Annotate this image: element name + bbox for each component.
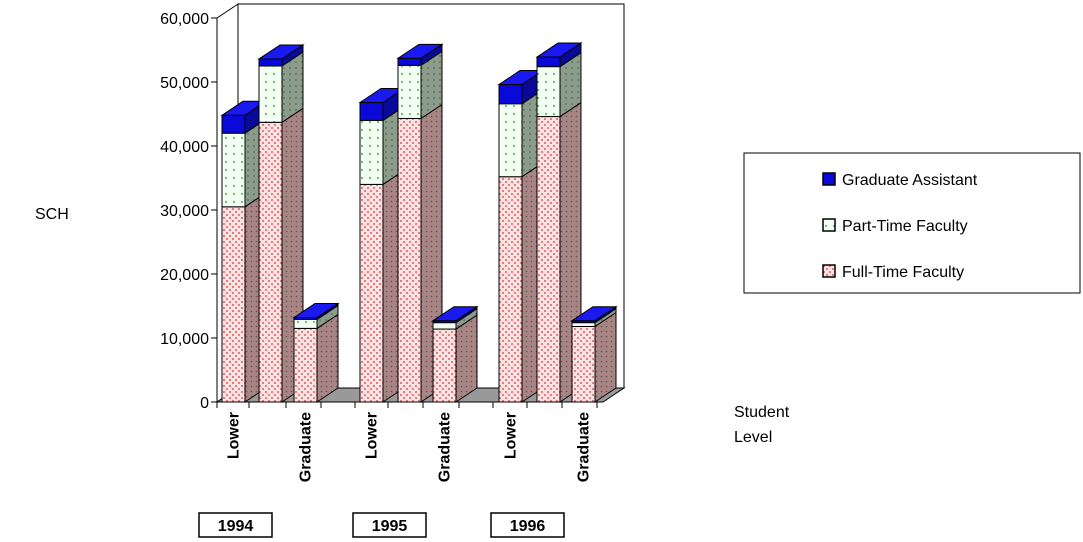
bar-top-graduate-assistant	[535, 42, 583, 58]
bar-part-time-faculty	[498, 103, 523, 178]
bar-stack	[497, 69, 545, 403]
bar-full-time-faculty	[359, 183, 384, 403]
x-tick-label: Lower	[226, 412, 243, 459]
bar-graduate-assistant	[498, 84, 523, 105]
bar-top-graduate-assistant	[257, 44, 305, 60]
year-label: 1994	[218, 518, 254, 535]
bar-full-time-faculty	[571, 325, 596, 403]
legend-swatch	[822, 172, 836, 186]
legend-swatch	[822, 264, 836, 278]
x-tick-label: Graduate	[437, 412, 454, 482]
bar-full-time-faculty	[397, 117, 422, 403]
bar-part-time-faculty	[293, 318, 318, 329]
bar-side-full-time-faculty	[316, 313, 339, 403]
legend-label: Full-Time Faculty	[842, 264, 964, 281]
bar-full-time-faculty	[258, 121, 283, 403]
bar-top-graduate-assistant	[431, 306, 479, 322]
bar-part-time-faculty	[359, 119, 384, 185]
legend-label: Graduate Assistant	[842, 172, 978, 189]
y-axis-title: SCH	[35, 206, 69, 223]
bar-stack	[570, 305, 618, 403]
y-tick-label: 50,000	[160, 75, 209, 92]
y-tick-label: 20,000	[160, 267, 209, 284]
bar-graduate-assistant	[536, 56, 561, 68]
x-tick-label: Graduate	[298, 412, 315, 482]
x-tick-label: Lower	[503, 412, 520, 459]
bar-full-time-faculty	[221, 206, 246, 403]
bar-stack	[431, 305, 479, 403]
x-axis-title: Level	[734, 429, 772, 446]
bar-part-time-faculty	[571, 322, 596, 327]
bar-part-time-faculty	[432, 322, 457, 330]
y-tick-label: 10,000	[160, 331, 209, 348]
y-tick-label: 60,000	[160, 11, 209, 28]
y-tick-label: 30,000	[160, 203, 209, 220]
bar-full-time-faculty	[498, 176, 523, 403]
x-tick-label: Graduate	[576, 412, 593, 482]
bar-stack	[292, 302, 340, 403]
bar-stack	[535, 42, 583, 403]
bar-part-time-faculty	[397, 64, 422, 119]
year-box	[490, 512, 565, 538]
legend-swatch	[822, 218, 836, 232]
bar-graduate-assistant	[397, 57, 422, 66]
legend-label: Part-Time Faculty	[842, 218, 968, 235]
bar-side-full-time-faculty	[455, 314, 478, 403]
bar-stack	[257, 44, 305, 403]
legend	[743, 152, 1081, 294]
x-tick-label: Lower	[364, 412, 381, 459]
bar-graduate-assistant	[221, 114, 246, 134]
year-label: 1995	[372, 518, 408, 535]
bar-part-time-faculty	[536, 66, 561, 118]
bar-full-time-faculty	[536, 116, 561, 403]
bar-top-graduate-assistant	[292, 303, 340, 319]
bar-part-time-faculty	[258, 65, 283, 123]
bar-top-graduate-assistant	[570, 306, 618, 322]
y-tick-label: 40,000	[160, 139, 209, 156]
x-axis-title: Student	[734, 404, 790, 421]
bar-full-time-faculty	[432, 328, 457, 403]
bar-graduate-assistant	[258, 58, 283, 67]
bar-top-graduate-assistant	[396, 43, 444, 59]
year-box	[198, 512, 273, 538]
year-label: 1996	[510, 518, 546, 535]
y-tick-label: 0	[200, 395, 209, 412]
bar-graduate-assistant	[359, 101, 384, 121]
bar-stack	[358, 87, 406, 403]
bar-side-full-time-faculty	[594, 311, 617, 403]
bar-full-time-faculty	[293, 327, 318, 403]
bar-part-time-faculty	[221, 132, 246, 208]
year-box	[352, 512, 427, 538]
